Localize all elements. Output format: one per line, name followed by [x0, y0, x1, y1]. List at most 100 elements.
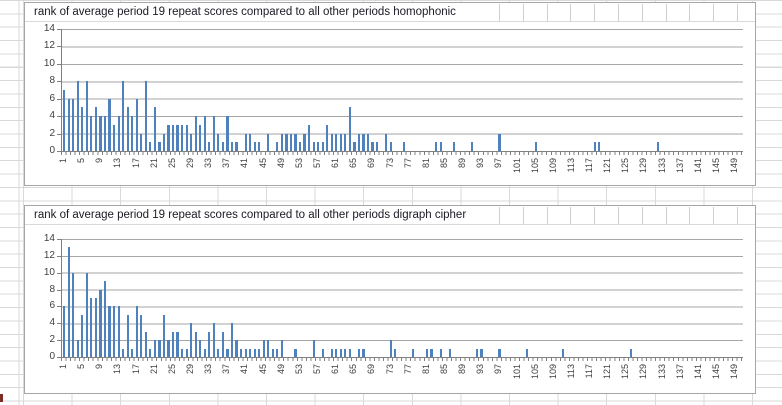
bar-16[interactable] [131, 348, 134, 357]
bar-8[interactable] [94, 107, 98, 151]
bar-97[interactable] [498, 348, 501, 357]
bar-17[interactable] [135, 306, 138, 357]
bar-42[interactable] [249, 348, 252, 357]
bar-28[interactable] [185, 348, 188, 357]
bar-35[interactable] [217, 133, 220, 151]
bar-103[interactable] [525, 348, 528, 357]
bar-57[interactable] [317, 142, 320, 151]
bar-28[interactable] [185, 124, 188, 151]
bar-20[interactable] [149, 348, 152, 357]
bar-1[interactable] [63, 90, 66, 151]
bar-69[interactable] [371, 142, 374, 151]
bar-56[interactable] [312, 340, 315, 357]
bar-6[interactable] [85, 272, 88, 357]
bar-58[interactable] [321, 142, 324, 151]
bar-29[interactable] [190, 133, 193, 151]
bar-16[interactable] [131, 116, 134, 151]
bar-15[interactable] [126, 314, 129, 357]
bar-52[interactable] [294, 133, 297, 151]
bar-31[interactable] [199, 340, 202, 357]
bar-87[interactable] [453, 142, 456, 151]
bar-38[interactable] [230, 142, 234, 151]
bar-74[interactable] [394, 348, 397, 357]
bar-8[interactable] [94, 298, 98, 357]
bar-44[interactable] [258, 348, 261, 357]
bar-68[interactable] [366, 133, 370, 151]
bar-4[interactable] [76, 340, 79, 357]
bar-27[interactable] [181, 348, 184, 357]
bar-78[interactable] [412, 348, 415, 357]
bar-42[interactable] [249, 133, 252, 151]
bar-39[interactable] [235, 142, 238, 151]
bar-12[interactable] [112, 124, 116, 151]
bar-61[interactable] [335, 348, 338, 357]
bar-37[interactable] [226, 348, 229, 357]
bar-26[interactable] [176, 124, 179, 151]
bar-82[interactable] [430, 348, 433, 357]
bar-37[interactable] [226, 116, 229, 151]
bar-61[interactable] [335, 133, 338, 151]
bar-73[interactable] [389, 142, 392, 151]
bar-3[interactable] [72, 98, 75, 151]
bar-26[interactable] [176, 331, 179, 357]
bar-14[interactable] [122, 348, 125, 357]
bar-23[interactable] [162, 314, 166, 357]
bar-47[interactable] [271, 348, 274, 357]
bar-111[interactable] [561, 348, 565, 357]
bar-86[interactable] [448, 348, 451, 357]
bar-12[interactable] [112, 306, 116, 357]
bar-44[interactable] [258, 142, 261, 151]
bar-6[interactable] [85, 81, 88, 151]
bar-49[interactable] [280, 340, 283, 357]
bar-33[interactable] [208, 142, 211, 151]
bar-34[interactable] [212, 323, 215, 357]
bar-32[interactable] [203, 348, 206, 357]
chart-digraph[interactable]: rank of average period 19 repeat scores … [24, 205, 756, 394]
bar-21[interactable] [153, 340, 156, 357]
bar-45[interactable] [262, 340, 265, 357]
bar-30[interactable] [194, 116, 197, 151]
bar-91[interactable] [471, 142, 474, 151]
bar-48[interactable] [276, 142, 279, 151]
bar-35[interactable] [217, 348, 220, 357]
bar-119[interactable] [598, 142, 601, 151]
bar-15[interactable] [126, 107, 129, 151]
bar-13[interactable] [117, 306, 120, 357]
bar-97[interactable] [498, 133, 501, 151]
bar-41[interactable] [244, 133, 247, 151]
bar-38[interactable] [230, 323, 234, 357]
bar-49[interactable] [280, 133, 283, 151]
bar-43[interactable] [253, 348, 256, 357]
bar-14[interactable] [122, 81, 125, 151]
bar-40[interactable] [239, 348, 243, 357]
bar-3[interactable] [72, 272, 75, 357]
bar-25[interactable] [171, 331, 175, 357]
bar-48[interactable] [276, 348, 279, 357]
bar-1[interactable] [63, 306, 66, 357]
bar-21[interactable] [153, 107, 156, 151]
bar-30[interactable] [194, 331, 197, 357]
bar-72[interactable] [385, 133, 388, 151]
bar-66[interactable] [357, 133, 361, 151]
bar-10[interactable] [103, 281, 107, 357]
bar-24[interactable] [167, 340, 170, 357]
bar-5[interactable] [81, 107, 84, 151]
bar-67[interactable] [362, 348, 365, 357]
bar-67[interactable] [362, 133, 365, 151]
bar-132[interactable] [657, 142, 660, 151]
bar-22[interactable] [158, 142, 161, 151]
bar-92[interactable] [475, 348, 478, 357]
bar-24[interactable] [167, 124, 170, 151]
bar-36[interactable] [221, 331, 224, 357]
bar-76[interactable] [403, 142, 406, 151]
bar-39[interactable] [235, 340, 238, 357]
bar-105[interactable] [534, 142, 537, 151]
bar-84[interactable] [439, 142, 442, 151]
bar-9[interactable] [99, 116, 102, 151]
bar-64[interactable] [348, 107, 351, 151]
bar-11[interactable] [108, 306, 111, 357]
bar-81[interactable] [425, 348, 429, 357]
bar-19[interactable] [144, 331, 147, 357]
bar-41[interactable] [244, 348, 247, 357]
bar-83[interactable] [434, 142, 438, 151]
